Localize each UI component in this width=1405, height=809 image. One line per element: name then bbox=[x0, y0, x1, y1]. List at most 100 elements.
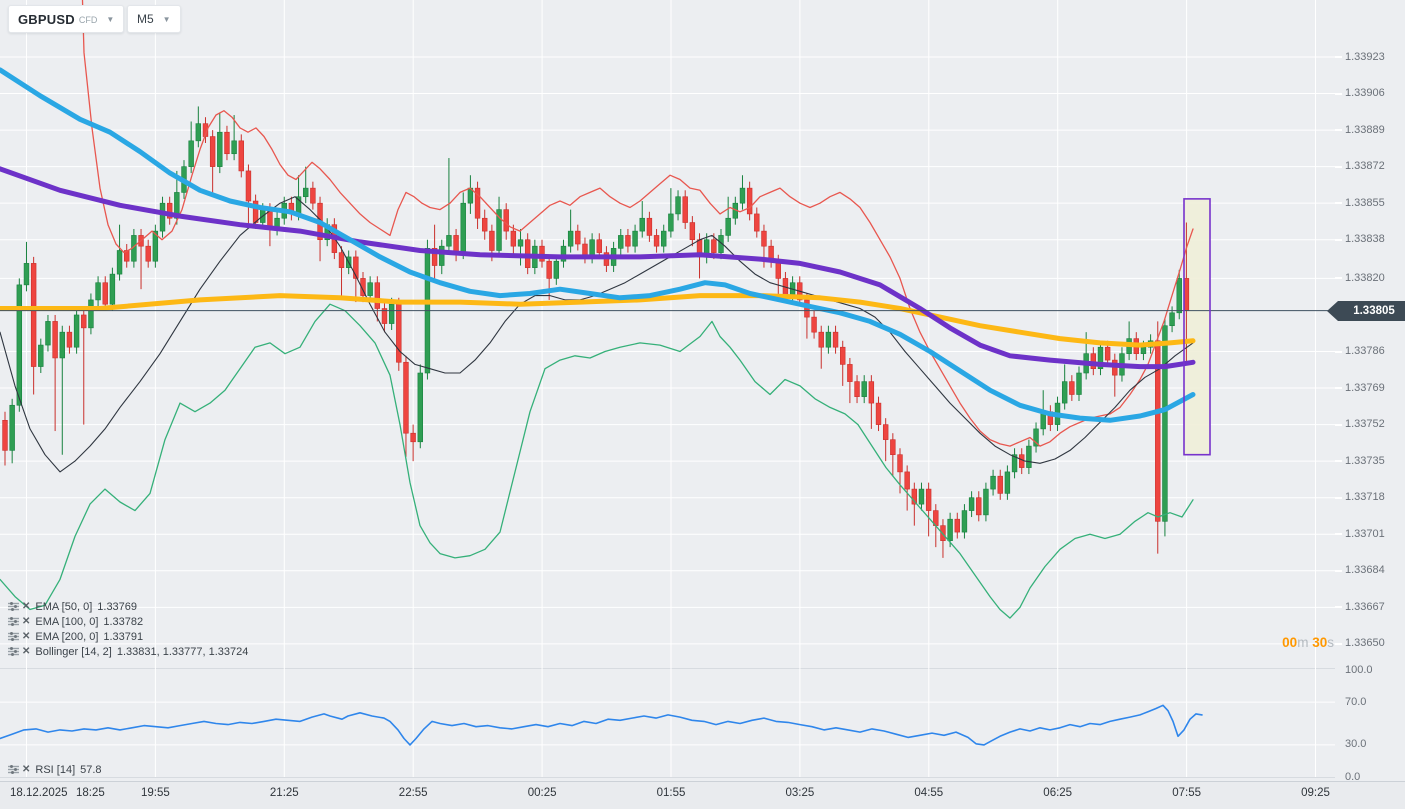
legend-row: ✕ EMA [50, 0] 1.33769 bbox=[8, 599, 248, 614]
axis-tick bbox=[1335, 92, 1342, 95]
candle bbox=[840, 346, 846, 365]
candle bbox=[1155, 340, 1161, 522]
axis-tick bbox=[1335, 238, 1342, 241]
candle bbox=[410, 432, 416, 443]
bollinger-middle-line[interactable] bbox=[0, 196, 1194, 473]
candle bbox=[396, 303, 402, 363]
axis-tick bbox=[1335, 533, 1342, 536]
candle bbox=[868, 381, 875, 404]
candle bbox=[102, 282, 108, 305]
axis-tick bbox=[1335, 642, 1342, 645]
candle bbox=[968, 497, 975, 511]
selection-highlight-box[interactable] bbox=[1183, 198, 1211, 456]
candle bbox=[1061, 381, 1068, 404]
candle bbox=[567, 230, 574, 247]
price-axis-label: 1.33752 bbox=[1345, 418, 1385, 431]
ema100-line[interactable] bbox=[0, 166, 1196, 370]
candle bbox=[403, 361, 409, 434]
candle bbox=[417, 372, 423, 443]
current-price-value: 1.33805 bbox=[1353, 305, 1395, 317]
symbol-selector[interactable]: GBPUSD CFD ▼ bbox=[8, 5, 125, 33]
price-axis-label: 1.33769 bbox=[1345, 381, 1385, 394]
timer-minutes: 00 bbox=[1282, 635, 1298, 650]
candle bbox=[546, 260, 552, 279]
time-axis-label: 19:55 bbox=[141, 787, 170, 799]
indicator-settings-icon[interactable] bbox=[8, 631, 19, 642]
rsi-axis-label: 30.0 bbox=[1345, 738, 1367, 751]
current-price-badge: 1.33805 bbox=[1327, 301, 1405, 321]
candle bbox=[460, 202, 466, 253]
candle bbox=[360, 278, 366, 296]
candle bbox=[539, 245, 545, 262]
indicator-name: RSI [14] bbox=[35, 763, 76, 776]
indicator-remove-icon[interactable]: ✕ bbox=[22, 615, 31, 627]
rsi-axis-label: 0.0 bbox=[1345, 770, 1361, 783]
candle bbox=[596, 239, 602, 253]
candle bbox=[639, 217, 645, 232]
axis-tick bbox=[1335, 606, 1342, 609]
candle bbox=[818, 331, 824, 348]
indicator-remove-icon[interactable]: ✕ bbox=[22, 600, 31, 612]
candle bbox=[195, 123, 202, 142]
candle bbox=[553, 260, 560, 279]
candle bbox=[23, 263, 30, 286]
candle bbox=[875, 402, 882, 425]
ema200-line[interactable] bbox=[0, 293, 1196, 348]
time-axis[interactable]: 18.12.2025 18:25 19:55 21:25 22:55 00:25 01:55… bbox=[0, 781, 1405, 809]
price-chart[interactable] bbox=[0, 0, 1405, 781]
price-axis-label: 1.33889 bbox=[1345, 123, 1385, 136]
axis-tick bbox=[1335, 129, 1342, 132]
timeframe-label: M5 bbox=[137, 12, 154, 26]
indicator-settings-icon[interactable] bbox=[8, 601, 19, 612]
candle bbox=[739, 187, 746, 204]
time-axis-label: 09:25 bbox=[1301, 787, 1330, 799]
candle bbox=[890, 439, 896, 455]
candle bbox=[238, 140, 244, 172]
ema50-line[interactable] bbox=[0, 67, 1196, 423]
candle bbox=[81, 314, 87, 329]
candle bbox=[174, 192, 180, 219]
axis-tick bbox=[1335, 202, 1342, 205]
selection-highlight-box[interactable] bbox=[1183, 198, 1211, 456]
candle bbox=[1104, 346, 1111, 361]
bollinger-upper-line[interactable] bbox=[80, 0, 1194, 447]
axis-tick bbox=[1335, 56, 1342, 58]
candle bbox=[825, 331, 832, 348]
rsi-line[interactable] bbox=[0, 704, 1203, 746]
horizontal-gridlines bbox=[0, 56, 1335, 778]
price-axis[interactable]: 1.33923 1.33906 1.33889 1.33872 1.33855 1.338… bbox=[1335, 0, 1405, 783]
indicator-remove-icon[interactable]: ✕ bbox=[22, 630, 31, 642]
candle bbox=[66, 331, 73, 348]
candle bbox=[646, 217, 653, 236]
legend-row: ✕ Bollinger [14, 2] 1.33831, 1.33777, 1.33… bbox=[8, 644, 248, 659]
timeframe-selector[interactable]: M5 ▼ bbox=[127, 5, 181, 33]
candle bbox=[496, 209, 502, 251]
bollinger-lower-line[interactable] bbox=[0, 303, 1194, 619]
candle bbox=[1162, 325, 1168, 522]
indicator-remove-icon[interactable]: ✕ bbox=[22, 645, 31, 657]
axis-tick bbox=[1335, 387, 1342, 390]
rsi-legend: ✕ RSI [14] 57.8 bbox=[8, 762, 102, 777]
rsi-pane[interactable] bbox=[0, 704, 1203, 746]
candle bbox=[209, 136, 216, 167]
candle bbox=[439, 245, 445, 266]
price-axis-label: 1.33701 bbox=[1345, 527, 1385, 540]
indicator-remove-icon[interactable]: ✕ bbox=[22, 763, 31, 775]
indicator-settings-icon[interactable] bbox=[8, 646, 19, 657]
candle bbox=[947, 518, 953, 541]
candle bbox=[718, 235, 724, 253]
candle bbox=[954, 518, 960, 533]
indicator-value: 1.33831, 1.33777, 1.33724 bbox=[116, 645, 249, 658]
ema-lines[interactable] bbox=[0, 67, 1196, 423]
candle bbox=[854, 381, 860, 397]
candle bbox=[897, 454, 903, 473]
indicator-settings-icon[interactable] bbox=[8, 764, 19, 775]
candle bbox=[231, 140, 237, 155]
bollinger-bands[interactable] bbox=[0, 0, 1194, 619]
indicator-settings-icon[interactable] bbox=[8, 616, 19, 627]
axis-tick bbox=[1335, 569, 1342, 572]
legend-row: ✕ EMA [200, 0] 1.33791 bbox=[8, 629, 248, 644]
candle bbox=[353, 256, 359, 279]
candle bbox=[1169, 312, 1175, 327]
